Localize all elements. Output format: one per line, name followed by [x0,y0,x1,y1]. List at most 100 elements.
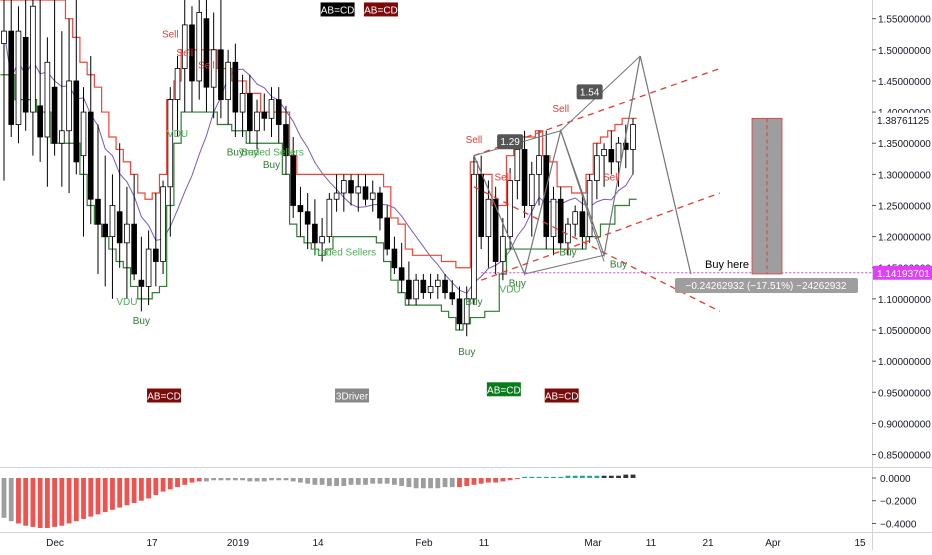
candle-body [521,149,528,206]
pattern-tag-label: 3Driver [336,392,369,403]
dashed-trendline [473,186,721,312]
osc-tick-label: −0.4000 [880,519,917,530]
candle-body [268,99,275,119]
candle-body [254,111,260,132]
oscillator-bar [8,478,14,522]
oscillator-bar [428,478,433,489]
oscillator-bar [392,478,397,485]
oscillator-bar [269,478,274,481]
y-tick-label: 1.05000000 [878,326,931,337]
candle-body [73,80,80,163]
y-tick-label: 1.25000000 [878,201,931,212]
oscillator-bar [478,478,484,484]
sell-signal-label: Sell [162,29,179,40]
candle-body [225,61,231,101]
x-tick-label: Dec [46,538,64,549]
oscillator-bar [363,478,368,485]
candle-body [304,211,311,225]
oscillator-bar [254,478,260,482]
osc-tick-label: 0.0000 [880,474,911,485]
sell-signal-label: Sell [603,173,620,184]
candle-body [413,279,419,300]
oscillator-bar [464,478,470,486]
supertrend-upper-line [0,0,637,269]
y-tick-label: 0.95000000 [878,388,931,399]
x-tick-label: 21 [702,538,714,549]
candle-body [131,223,137,275]
oscillator-bar [102,478,108,513]
annotation-buy-here: Buy here [705,259,749,271]
candle-body [550,198,557,238]
candle-body [579,211,586,238]
candle-body [312,223,318,244]
oscillator-bar [348,478,354,485]
candle-body [427,286,434,294]
candle-body [463,298,470,325]
oscillator-bar [283,478,289,481]
candle-body [210,49,217,88]
oscillator-bar [514,478,520,480]
oscillator-bar [630,474,636,478]
candle-body [355,186,362,194]
candle-body [87,111,94,200]
y-tick-label: 1.50000000 [878,46,931,57]
sell-signal-label: Sell [176,48,193,59]
oscillator-bar [16,478,21,524]
oscillator-bar [44,478,50,528]
candle-body [95,198,101,225]
oscillator-bar [457,478,462,488]
oscillator-bar [305,478,311,484]
oscillator-bar [486,478,491,483]
y-tick-label: 1.30000000 [878,170,931,181]
pattern-tag-label: AB=CD [545,392,579,403]
candle-body [406,279,412,300]
pattern-tag-box [486,382,521,397]
oscillator-bar [587,475,593,478]
pattern-leg [560,130,605,262]
buy-signal-label: Buy [133,316,150,327]
dashed-trendline [480,192,720,281]
y-tick-label: 1.20000000 [878,233,931,244]
oscillator-bar [543,476,549,478]
x-tick-label: Apr [765,538,781,549]
pattern-tag-box [335,388,370,403]
candle-body [572,211,578,225]
oscillator-bar [124,478,130,506]
y-tick-label: 1.35000000 [878,139,931,150]
indicator-label: Traded Sellers [311,247,376,258]
oscillator-bar [399,478,405,486]
candle-body [319,236,325,244]
indicator-label: VDU [167,129,188,140]
oscillator-bar [551,476,556,478]
y-tick-label: 1.55000000 [878,15,931,26]
oscillator-bar [247,478,253,482]
oscillator-bar [298,478,303,483]
oscillator-bar [384,478,390,484]
oscillator-bar [66,478,72,524]
oscillator-bar [594,475,600,478]
candle-body [51,86,58,144]
pattern-tag-box [363,2,398,17]
candle-body [398,267,405,281]
candle-body [174,68,181,101]
oscillator-bar [175,478,180,488]
oscillator-bar [565,475,571,478]
oscillator-bar [507,478,513,481]
oscillator-bar [377,478,383,484]
candle-body [181,24,188,69]
measure-label: −0.24262932 (−17.51%) −24262932 [686,281,847,292]
buy-signal-label: Buy [610,260,627,271]
oscillator-bar [623,474,629,478]
candle-body [116,211,123,244]
candle-body [377,192,383,219]
x-tick-label: Mar [584,538,602,549]
oscillator-bar [52,478,58,527]
x-tick-label: 11 [646,538,657,549]
candle-body [275,99,282,125]
oscillator-bar [413,478,419,489]
candle-body [514,149,521,181]
oscillator-bar [240,478,245,481]
candle-body [218,49,224,101]
